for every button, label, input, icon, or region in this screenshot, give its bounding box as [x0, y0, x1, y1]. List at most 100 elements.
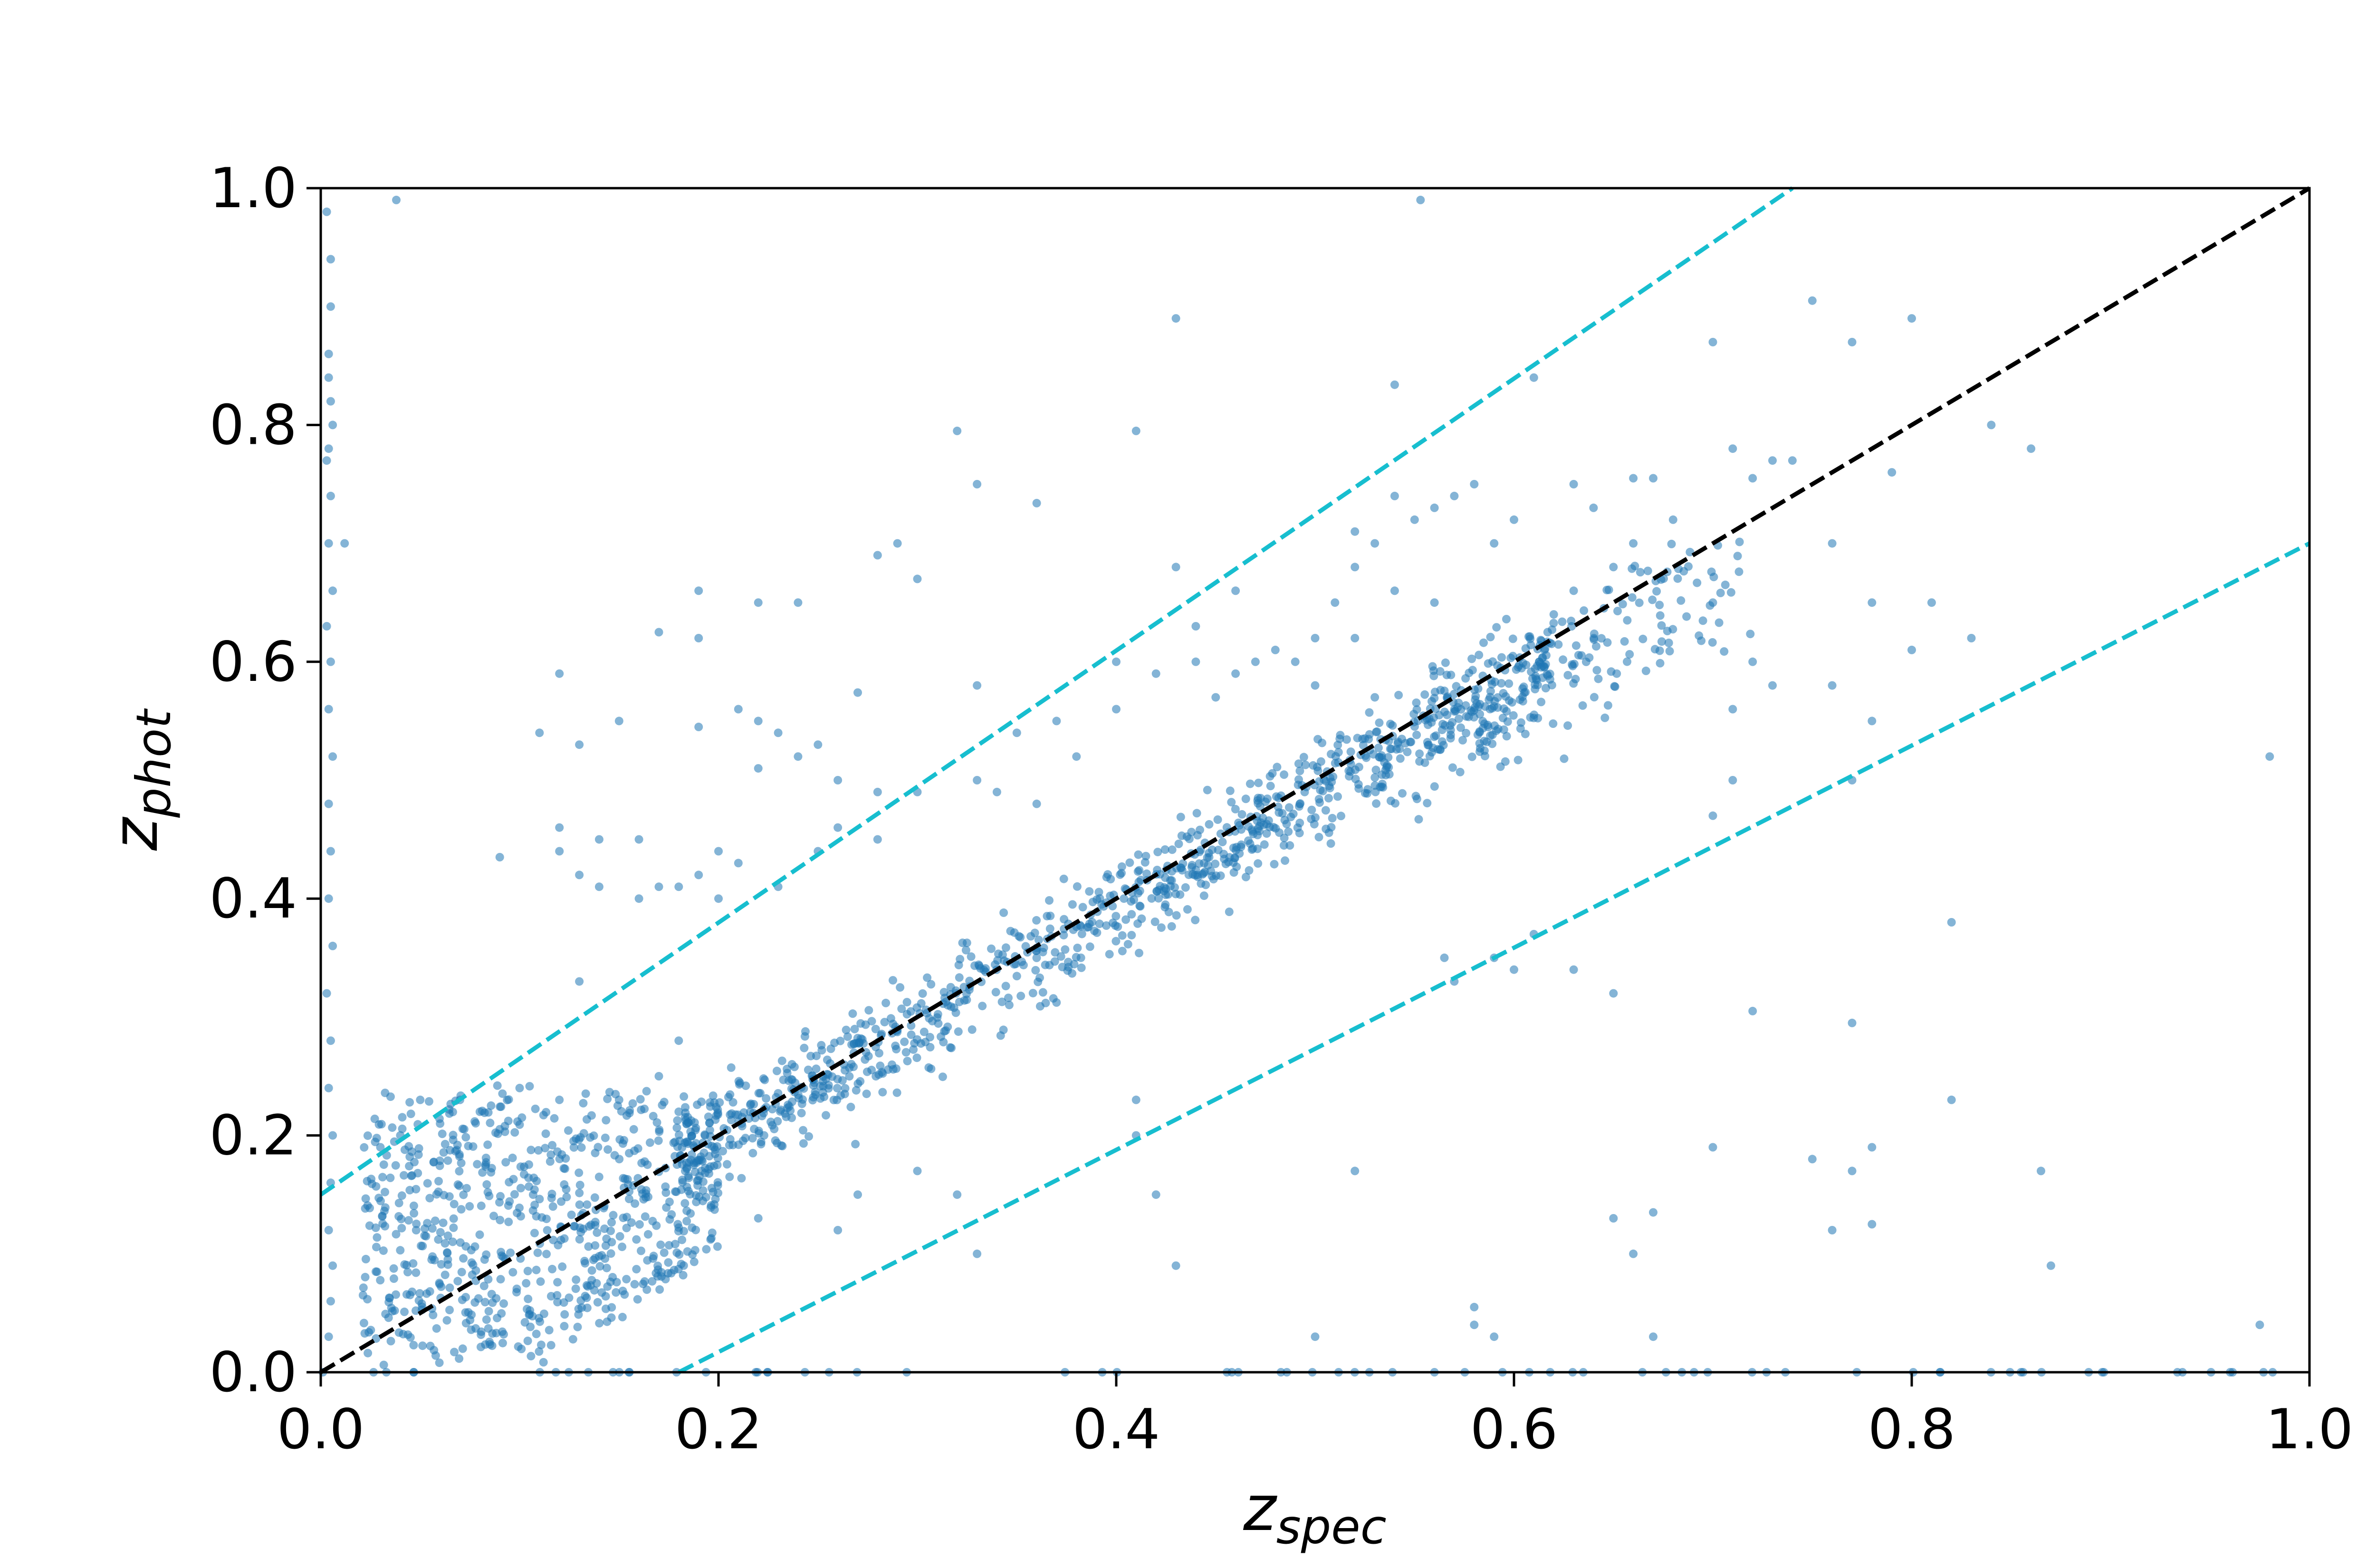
- data-point: [787, 1060, 796, 1069]
- data-point: [391, 1161, 400, 1170]
- data-point: [1462, 728, 1471, 737]
- data-point: [878, 1088, 887, 1097]
- data-point: [594, 1143, 603, 1152]
- data-point: [532, 1212, 541, 1221]
- data-point: [485, 1191, 494, 1200]
- data-point: [880, 1018, 889, 1027]
- data-point: [1592, 666, 1601, 675]
- data-point: [535, 1347, 544, 1356]
- data-point: [364, 1348, 373, 1358]
- data-point: [871, 1024, 880, 1033]
- data-point: [573, 1322, 582, 1331]
- data-point: [639, 1280, 648, 1289]
- data-point: [1748, 657, 1757, 666]
- data-point: [1390, 380, 1399, 389]
- data-point: [326, 1036, 335, 1045]
- data-point: [1030, 928, 1039, 937]
- data-point: [498, 1089, 507, 1098]
- data-point: [1538, 653, 1547, 662]
- data-point: [1204, 861, 1212, 870]
- data-point: [530, 1200, 539, 1209]
- data-point: [1184, 870, 1193, 880]
- data-point: [1028, 989, 1037, 998]
- data-point: [324, 539, 333, 548]
- data-point: [654, 1072, 663, 1080]
- data-point: [1446, 734, 1455, 743]
- data-point: [402, 1261, 411, 1270]
- data-point: [834, 776, 843, 784]
- data-point: [1232, 862, 1241, 871]
- data-point: [829, 1096, 838, 1104]
- data-point: [667, 1210, 676, 1219]
- data-point: [978, 1002, 987, 1011]
- data-point: [1133, 919, 1142, 928]
- data-point: [913, 1166, 922, 1176]
- data-point: [1123, 940, 1132, 949]
- data-point: [326, 255, 335, 264]
- data-point: [747, 1100, 756, 1108]
- data-point: [525, 1082, 534, 1091]
- data-point: [1118, 947, 1127, 956]
- data-point: [1440, 953, 1449, 962]
- data-point: [861, 1020, 870, 1029]
- data-point: [381, 1222, 390, 1231]
- data-point: [1268, 769, 1277, 778]
- data-point: [602, 1263, 611, 1272]
- data-point: [1133, 867, 1142, 876]
- data-point: [1043, 912, 1052, 921]
- data-point: [1295, 829, 1304, 838]
- data-point: [470, 1117, 479, 1126]
- data-point: [1486, 731, 1495, 740]
- data-point: [846, 1102, 855, 1111]
- data-point: [684, 1186, 693, 1195]
- data-point: [1490, 539, 1499, 548]
- data-point: [1567, 622, 1576, 631]
- data-point: [326, 397, 335, 406]
- data-point: [1709, 573, 1718, 582]
- data-point: [1331, 759, 1340, 768]
- data-point: [535, 1314, 544, 1323]
- data-point: [1061, 945, 1070, 954]
- data-point: [655, 1127, 664, 1136]
- data-point: [1309, 761, 1318, 770]
- data-point: [1382, 761, 1391, 770]
- data-point: [678, 1143, 687, 1152]
- data-point: [629, 1125, 638, 1134]
- data-point: [361, 1272, 370, 1281]
- data-point: [1746, 630, 1755, 639]
- data-point: [873, 835, 882, 844]
- data-point: [1205, 820, 1214, 829]
- data-point: [459, 1190, 468, 1199]
- data-point: [429, 1157, 438, 1166]
- data-point: [479, 1281, 489, 1291]
- data-point: [406, 1333, 415, 1342]
- data-point: [1409, 709, 1418, 718]
- data-point: [1501, 757, 1510, 766]
- data-point: [1280, 833, 1289, 842]
- data-point: [1390, 586, 1399, 595]
- data-point: [522, 1279, 531, 1288]
- data-point: [1475, 650, 1484, 660]
- data-point: [1649, 1332, 1657, 1341]
- data-point: [1733, 552, 1742, 561]
- data-point: [524, 1173, 533, 1182]
- upper-bound-line: [319, 186, 1794, 1196]
- data-point: [1095, 919, 1104, 928]
- data-point: [442, 1316, 451, 1325]
- data-point: [324, 705, 333, 714]
- data-point: [546, 1157, 555, 1166]
- data-point: [1509, 711, 1518, 720]
- data-point: [450, 1200, 459, 1209]
- data-point: [1448, 763, 1457, 772]
- data-point: [1612, 669, 1621, 678]
- data-point: [530, 1229, 539, 1238]
- data-point: [997, 997, 1006, 1006]
- data-point: [594, 1172, 604, 1181]
- data-point: [1072, 953, 1081, 962]
- data-point: [864, 1006, 873, 1015]
- data-point: [1131, 1095, 1140, 1104]
- data-point: [445, 1283, 454, 1292]
- data-point: [1077, 929, 1086, 938]
- data-point: [579, 1099, 588, 1108]
- data-point: [409, 1259, 418, 1268]
